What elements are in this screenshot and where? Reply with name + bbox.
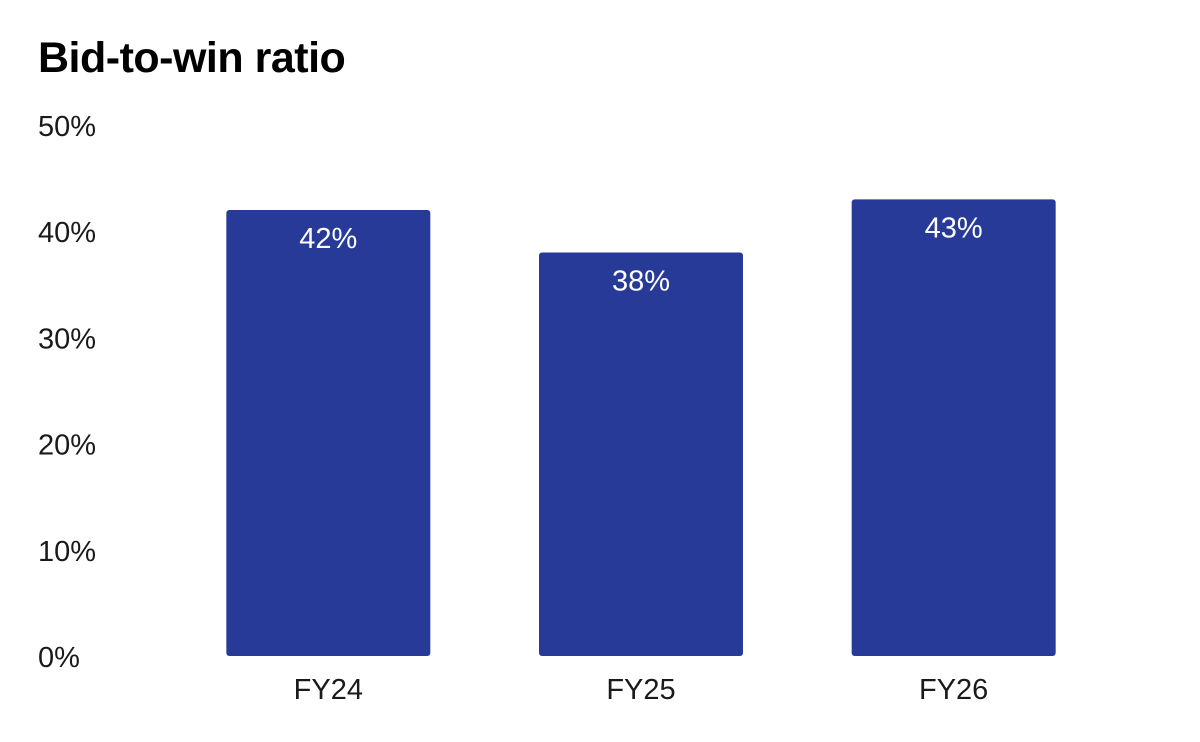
bar-fy24	[226, 209, 431, 656]
y-tick-label: 50%	[38, 111, 96, 143]
chart-title: Bid-to-win ratio	[38, 34, 346, 82]
y-tick-label: 30%	[38, 323, 96, 355]
x-category-label: FY25	[606, 674, 675, 706]
bar-fy26	[851, 199, 1056, 656]
bar-value-label: 43%	[925, 212, 983, 244]
y-tick-label: 40%	[38, 217, 96, 249]
x-category-label: FY24	[294, 674, 363, 706]
bar-fy25	[539, 252, 743, 656]
y-tick-label: 20%	[38, 430, 96, 462]
bar-value-label: 38%	[612, 265, 670, 297]
bar-value-labels: 42% 38% 43%	[299, 212, 982, 297]
y-tick-label: 10%	[38, 536, 96, 568]
y-axis-ticks: 0% 10% 20% 30% 40% 50%	[38, 111, 96, 674]
bars	[226, 199, 1056, 656]
bar-value-label: 42%	[299, 223, 357, 255]
x-axis-category-labels: FY24 FY25 FY26	[294, 674, 989, 706]
y-tick-label: 0%	[38, 642, 80, 674]
x-category-label: FY26	[919, 674, 988, 706]
